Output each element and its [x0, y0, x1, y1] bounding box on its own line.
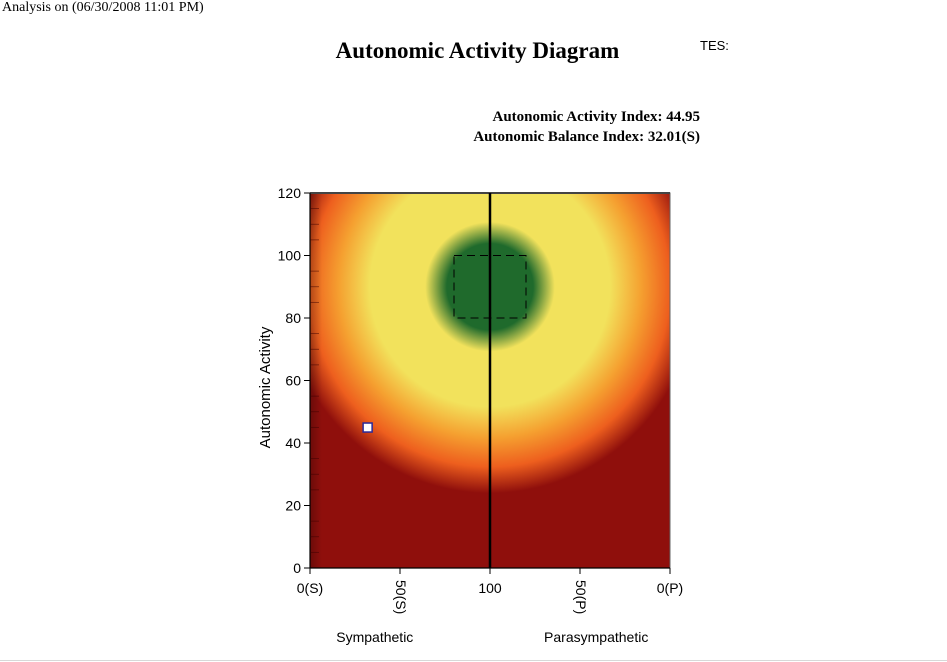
notes-label: TES: [700, 38, 729, 53]
x-tick-label: 0(S) [297, 580, 323, 596]
x-tick-label: 0(P) [657, 580, 683, 596]
parasympathetic-label: Parasympathetic [544, 629, 648, 645]
y-tick-label: 40 [285, 435, 301, 451]
y-tick-label: 80 [285, 310, 301, 326]
balance-index-text: Autonomic Balance Index: 32.01(S) [473, 129, 700, 145]
y-tick-label: 60 [285, 373, 301, 389]
analysis-timestamp: Analysis on (06/30/2008 11:01 PM) [2, 0, 204, 15]
y-tick-label: 0 [293, 560, 301, 576]
chart-title: Autonomic Activity Diagram [335, 38, 620, 63]
y-tick-label: 100 [278, 248, 302, 264]
page-bottom-rule [0, 660, 947, 661]
y-tick-label: 120 [278, 185, 302, 201]
index-readouts: Autonomic Activity Index: 44.95 Autonomi… [473, 107, 700, 147]
x-tick-label: 50(S) [393, 580, 409, 614]
activity-index-text: Autonomic Activity Index: 44.95 [492, 109, 701, 125]
sympathetic-label: Sympathetic [336, 629, 413, 645]
heatmap-edge-shade [310, 193, 322, 568]
measurement-point [362, 422, 373, 433]
y-tick-label: 20 [285, 498, 301, 514]
x-tick-label: 100 [478, 580, 502, 596]
x-tick-label: 50(P) [573, 580, 589, 614]
target-zone-box [453, 255, 527, 319]
y-axis-label: Autonomic Activity [257, 326, 274, 448]
